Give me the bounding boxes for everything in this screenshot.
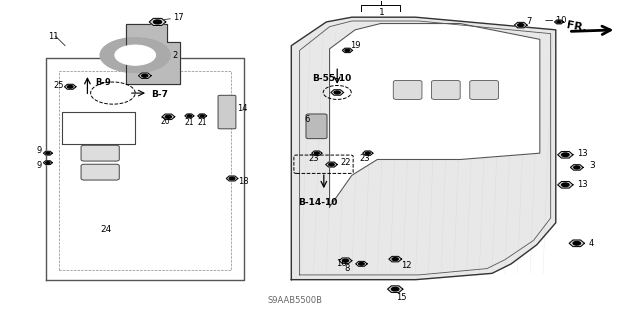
FancyBboxPatch shape bbox=[81, 164, 119, 180]
FancyBboxPatch shape bbox=[306, 114, 327, 139]
Text: B-55-10: B-55-10 bbox=[312, 74, 351, 83]
Polygon shape bbox=[356, 261, 367, 266]
Polygon shape bbox=[554, 20, 563, 24]
Text: — 10: — 10 bbox=[545, 16, 566, 25]
Circle shape bbox=[314, 152, 319, 154]
Polygon shape bbox=[363, 151, 373, 155]
Circle shape bbox=[45, 161, 50, 164]
Polygon shape bbox=[149, 19, 166, 26]
Text: 17: 17 bbox=[173, 13, 184, 22]
Circle shape bbox=[45, 152, 50, 154]
Text: 20: 20 bbox=[161, 117, 170, 126]
Text: 23: 23 bbox=[308, 154, 319, 163]
Polygon shape bbox=[125, 24, 180, 84]
Polygon shape bbox=[185, 114, 194, 118]
Circle shape bbox=[328, 163, 334, 166]
Polygon shape bbox=[44, 161, 52, 165]
Polygon shape bbox=[44, 151, 52, 155]
Text: 6: 6 bbox=[305, 115, 310, 124]
Polygon shape bbox=[227, 176, 238, 181]
Polygon shape bbox=[162, 114, 175, 120]
Text: 25: 25 bbox=[54, 81, 64, 90]
FancyBboxPatch shape bbox=[218, 95, 236, 129]
Text: 23: 23 bbox=[360, 154, 370, 163]
Circle shape bbox=[200, 115, 204, 117]
Text: 16: 16 bbox=[336, 259, 346, 268]
Text: S9AAB5500B: S9AAB5500B bbox=[267, 296, 322, 305]
Text: 9: 9 bbox=[36, 145, 42, 154]
FancyBboxPatch shape bbox=[470, 80, 499, 100]
Text: 1: 1 bbox=[379, 8, 385, 17]
Polygon shape bbox=[138, 73, 151, 78]
Circle shape bbox=[392, 257, 398, 261]
Circle shape bbox=[557, 21, 561, 23]
Polygon shape bbox=[330, 24, 540, 207]
Polygon shape bbox=[569, 240, 584, 247]
Text: 13: 13 bbox=[577, 149, 588, 158]
Text: 7: 7 bbox=[527, 18, 532, 26]
Polygon shape bbox=[388, 286, 403, 293]
Text: 4: 4 bbox=[589, 239, 594, 248]
Polygon shape bbox=[342, 48, 353, 53]
Text: 24: 24 bbox=[100, 225, 111, 234]
Circle shape bbox=[67, 85, 73, 88]
FancyBboxPatch shape bbox=[81, 145, 119, 161]
Circle shape bbox=[365, 152, 371, 154]
Circle shape bbox=[358, 263, 364, 265]
Circle shape bbox=[100, 38, 170, 72]
Circle shape bbox=[334, 91, 340, 94]
Polygon shape bbox=[389, 256, 401, 262]
Text: B-14-10: B-14-10 bbox=[298, 198, 338, 207]
Polygon shape bbox=[515, 22, 527, 28]
Text: 22: 22 bbox=[340, 158, 351, 167]
Text: B-7: B-7 bbox=[151, 90, 168, 99]
Text: 11: 11 bbox=[48, 32, 58, 41]
Text: 18: 18 bbox=[239, 177, 249, 186]
Circle shape bbox=[573, 241, 580, 245]
Polygon shape bbox=[312, 151, 322, 155]
Polygon shape bbox=[291, 17, 556, 280]
Circle shape bbox=[573, 166, 580, 169]
Circle shape bbox=[561, 183, 569, 187]
Text: 9: 9 bbox=[36, 161, 42, 170]
Text: 2: 2 bbox=[172, 51, 177, 60]
Circle shape bbox=[165, 115, 172, 118]
Circle shape bbox=[392, 287, 399, 291]
Text: 21: 21 bbox=[197, 118, 207, 127]
Circle shape bbox=[345, 49, 350, 52]
Text: 12: 12 bbox=[401, 261, 412, 270]
Circle shape bbox=[342, 259, 349, 262]
Circle shape bbox=[518, 24, 524, 27]
Polygon shape bbox=[339, 258, 352, 263]
Polygon shape bbox=[570, 165, 583, 170]
Text: FR.: FR. bbox=[565, 20, 588, 33]
FancyBboxPatch shape bbox=[394, 80, 422, 100]
Circle shape bbox=[561, 153, 569, 157]
Circle shape bbox=[187, 115, 191, 117]
Text: 13: 13 bbox=[577, 180, 588, 189]
Polygon shape bbox=[331, 90, 344, 95]
Text: 19: 19 bbox=[351, 41, 361, 49]
FancyBboxPatch shape bbox=[431, 80, 460, 100]
Text: 14: 14 bbox=[237, 104, 248, 113]
Text: 15: 15 bbox=[396, 293, 407, 301]
Polygon shape bbox=[65, 84, 76, 89]
Circle shape bbox=[115, 45, 156, 65]
Polygon shape bbox=[326, 162, 337, 167]
Polygon shape bbox=[557, 182, 573, 188]
Circle shape bbox=[141, 74, 148, 77]
Text: 3: 3 bbox=[589, 161, 595, 170]
Text: B-9: B-9 bbox=[96, 78, 111, 86]
Polygon shape bbox=[198, 114, 207, 118]
Text: 8: 8 bbox=[344, 264, 349, 273]
Circle shape bbox=[229, 177, 235, 180]
Circle shape bbox=[154, 20, 162, 24]
Text: 21: 21 bbox=[184, 118, 194, 127]
Polygon shape bbox=[557, 152, 573, 158]
